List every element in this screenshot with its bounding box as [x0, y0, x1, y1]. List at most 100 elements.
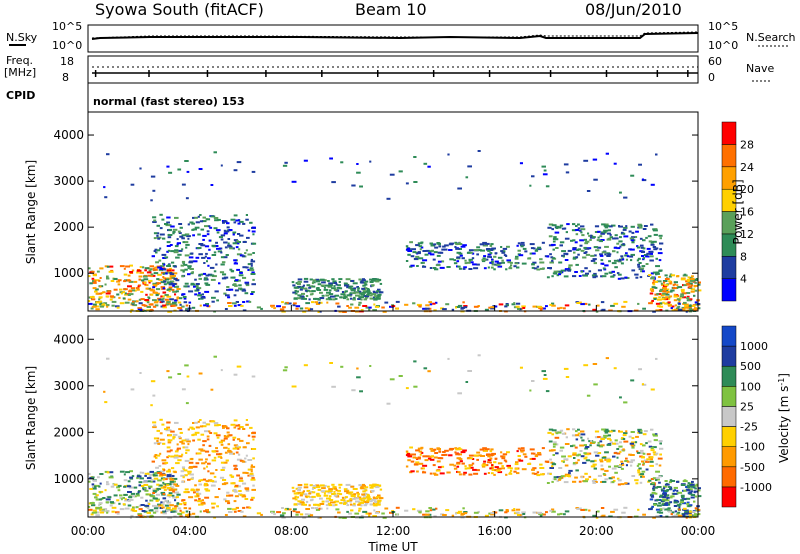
heatmap-cell: [159, 438, 165, 441]
heatmap-cell: [203, 262, 206, 264]
heatmap-cell: [209, 226, 213, 229]
heatmap-cell: [92, 485, 96, 488]
heatmap-cell: [572, 248, 577, 251]
nave-label: Nave: [746, 62, 774, 75]
heatmap-cell: [328, 499, 334, 501]
heatmap-cell: [162, 276, 165, 279]
heatmap-cell: [190, 252, 194, 255]
heatmap-cell: [404, 303, 409, 306]
heatmap-cell: [448, 448, 453, 451]
heatmap-cell: [455, 448, 458, 451]
heatmap-cell: [213, 251, 217, 254]
heatmap-cell: [159, 504, 164, 507]
heatmap-cell: [504, 511, 508, 514]
heatmap-cell: [202, 216, 206, 219]
heatmap-cell: [457, 304, 463, 307]
colorbar-swatch: [721, 446, 737, 468]
heatmap-cell: [575, 430, 578, 433]
heatmap-cell: [175, 462, 180, 465]
heatmap-cell: [366, 494, 370, 497]
heatmap-cell: [184, 438, 190, 441]
heatmap-cell: [631, 437, 635, 440]
heatmap-cell: [460, 512, 466, 515]
heatmap-cell: [612, 442, 616, 445]
heatmap-cell: [176, 243, 179, 246]
heatmap-cell: [245, 218, 249, 221]
heatmap-cell: [447, 357, 450, 360]
heatmap-cell: [405, 182, 409, 185]
colorbar-tick-label: 1000: [740, 340, 768, 353]
heatmap-cell: [374, 278, 379, 281]
heatmap-cell: [239, 234, 244, 237]
heatmap-cell: [131, 495, 136, 498]
heatmap-cell: [127, 480, 131, 483]
heatmap-cell: [169, 298, 174, 301]
heatmap-cell: [174, 249, 179, 252]
heatmap-cell: [346, 510, 349, 513]
heatmap-cell: [664, 483, 670, 486]
heatmap-cell: [198, 243, 204, 245]
heatmap-cell: [611, 429, 616, 432]
heatmap-cell: [561, 250, 566, 253]
heatmap-cell: [669, 496, 673, 499]
heatmap-cell: [215, 434, 221, 437]
heatmap-cell: [640, 270, 643, 273]
heatmap-cell: [292, 490, 296, 493]
heatmap-cell: [230, 475, 234, 478]
heatmap-cell: [149, 268, 153, 271]
heatmap-cell: [600, 231, 604, 234]
heatmap-cell: [650, 272, 655, 275]
heatmap-cell: [362, 490, 366, 493]
heatmap-cell: [419, 248, 422, 251]
heatmap-cell: [300, 503, 304, 506]
heatmap-cell: [127, 491, 132, 493]
heatmap-cell: [404, 509, 409, 512]
heatmap-cell: [642, 463, 645, 466]
heatmap-cell: [174, 245, 179, 248]
heatmap-cell: [327, 280, 330, 282]
heatmap-cell: [462, 301, 465, 304]
heatmap-cell: [677, 286, 683, 289]
heatmap-cell: [173, 285, 179, 288]
heatmap-cell: [215, 447, 218, 450]
heatmap-cell: [613, 465, 619, 468]
heatmap-cell: [533, 472, 538, 475]
heatmap-cell: [617, 479, 622, 482]
heatmap-cell: [481, 464, 487, 467]
heatmap-cell: [178, 249, 183, 252]
heatmap-cell: [629, 442, 634, 445]
heatmap-cell: [358, 502, 362, 505]
heatmap-cell: [489, 454, 493, 457]
heatmap-cell: [559, 241, 565, 244]
heatmap-cell: [591, 480, 597, 482]
heatmap-cell: [339, 287, 343, 290]
heatmap-cell: [583, 238, 587, 241]
heatmap-cell: [309, 285, 313, 288]
heatmap-cell: [622, 232, 626, 235]
heatmap-cell: [251, 170, 256, 173]
heatmap-cell: [199, 214, 202, 216]
heatmap-cell: [180, 264, 185, 267]
heatmap-cell: [250, 465, 256, 468]
heatmap-cell: [586, 394, 591, 397]
velocity-y-axis-label: Slant Range [km]: [24, 366, 38, 470]
heatmap-cell: [279, 514, 285, 517]
heatmap-cell: [625, 258, 628, 261]
heatmap-cell: [538, 513, 544, 516]
heatmap-cell: [237, 242, 240, 245]
heatmap-cell: [209, 266, 215, 269]
heatmap-cell: [379, 497, 384, 500]
heatmap-cell: [315, 508, 321, 511]
heatmap-cell: [154, 266, 159, 269]
heatmap-cell: [382, 516, 387, 519]
heatmap-cell: [427, 370, 431, 373]
heatmap-cell: [361, 279, 366, 282]
heatmap-cell: [144, 474, 147, 477]
heatmap-cell: [245, 489, 250, 492]
heatmap-cell: [676, 480, 680, 483]
heatmap-cell: [367, 292, 372, 295]
heatmap-cell: [670, 274, 676, 277]
heatmap-cell: [656, 498, 660, 501]
heatmap-cell: [294, 289, 297, 292]
heatmap-cell: [146, 477, 152, 480]
